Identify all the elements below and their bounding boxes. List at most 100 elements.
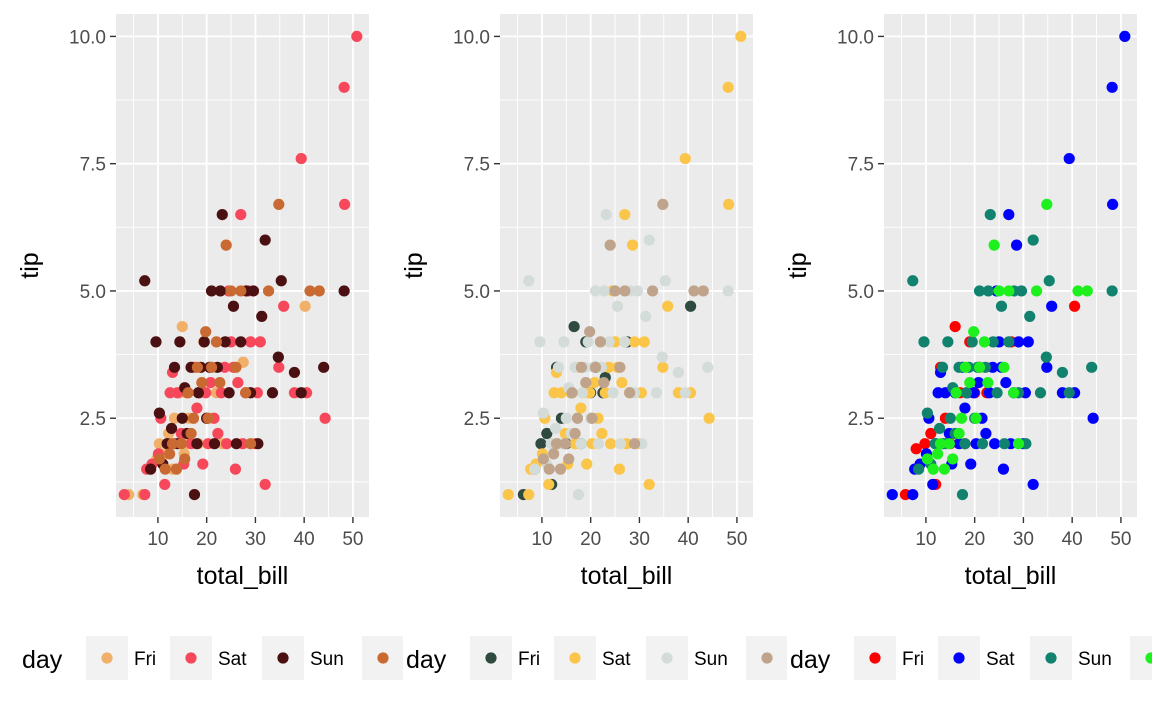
data-point [598, 376, 610, 389]
data-point [953, 427, 965, 440]
legend-swatch [569, 652, 581, 664]
data-point [943, 438, 955, 450]
data-point [989, 438, 1001, 450]
data-point [175, 438, 187, 450]
data-point [910, 443, 922, 455]
data-point [638, 336, 650, 348]
data-point [174, 336, 186, 348]
data-point [188, 488, 201, 501]
y-axis-title: tip [400, 252, 428, 278]
data-point [932, 448, 944, 460]
legend-item-sat: Sat [554, 636, 631, 680]
data-point [933, 422, 946, 435]
data-point [319, 412, 331, 424]
data-point [1081, 285, 1093, 297]
data-point [1107, 198, 1119, 211]
data-point [262, 285, 275, 297]
data-point [956, 488, 969, 501]
data-point [575, 402, 587, 414]
data-point [1046, 300, 1058, 312]
data-point [628, 336, 641, 348]
data-point [191, 361, 204, 373]
data-point [947, 453, 959, 465]
y-axis-title: tip [784, 252, 812, 278]
data-point [230, 438, 243, 450]
legend-label: Fri [134, 649, 156, 670]
legend-item-fri: Fri [854, 636, 924, 680]
data-point [575, 438, 587, 450]
legend-2: day Fri Sat Sun Thur [406, 636, 787, 680]
data-point [537, 407, 549, 419]
data-point [657, 198, 669, 211]
data-point [1063, 387, 1075, 399]
data-point [921, 407, 933, 419]
x-axis-title: total_bill [197, 562, 289, 590]
data-point [208, 438, 221, 450]
y-tick-label: 10.0 [69, 27, 106, 48]
data-point [589, 361, 602, 373]
data-point [1087, 412, 1099, 424]
data-point [584, 326, 596, 338]
data-point [554, 463, 567, 475]
data-point [313, 285, 325, 297]
data-point [235, 336, 247, 348]
data-point [703, 412, 715, 424]
data-point [918, 336, 930, 348]
data-point [1040, 351, 1052, 363]
legend-item-sun: Sun [262, 636, 344, 680]
data-point [223, 387, 235, 399]
data-point [604, 239, 616, 251]
data-point [185, 427, 197, 440]
data-point [586, 412, 598, 424]
data-point [1106, 285, 1118, 297]
data-point [960, 387, 972, 399]
panel-3: 10 20 30 40 50 2.5 5.0 7.5 10.0 total_bill tip [784, 14, 1137, 590]
legend-label: Sat [602, 649, 631, 670]
data-point [1008, 387, 1020, 399]
data-point [656, 351, 668, 363]
data-point [973, 285, 986, 297]
data-point [1024, 310, 1036, 323]
data-point [1034, 387, 1047, 399]
data-point [247, 285, 260, 297]
data-point [607, 387, 619, 399]
data-point [338, 285, 350, 297]
data-point [588, 376, 601, 389]
data-point [1012, 438, 1025, 450]
data-point [543, 463, 555, 475]
data-point [609, 285, 621, 297]
x-tick-label: 20 [196, 529, 217, 550]
data-point [582, 336, 594, 348]
data-point [723, 198, 735, 211]
y-tick-label: 5.0 [80, 282, 106, 303]
legend-swatch [661, 652, 673, 664]
x-tick-label: 10 [147, 529, 168, 550]
data-point [599, 387, 611, 399]
data-point [657, 361, 669, 373]
legend-label: Sat [218, 649, 247, 670]
data-point [993, 285, 1005, 297]
data-point [913, 463, 925, 475]
data-point [995, 300, 1008, 312]
data-point [921, 453, 933, 465]
data-point [537, 453, 549, 465]
data-point [338, 81, 350, 93]
data-point [959, 402, 971, 414]
data-point [592, 438, 605, 450]
x-axis-title: total_bill [965, 562, 1057, 590]
data-point [523, 275, 535, 287]
data-point [619, 285, 631, 297]
data-point [232, 376, 244, 389]
data-point [272, 351, 284, 363]
legend-swatch [869, 652, 881, 664]
data-point [614, 438, 627, 450]
data-point [679, 387, 691, 399]
data-point [907, 488, 919, 501]
data-point [153, 407, 165, 419]
data-point [179, 453, 191, 465]
data-point [299, 300, 311, 312]
data-point [970, 412, 982, 424]
data-point [139, 488, 151, 501]
data-point [603, 336, 615, 348]
data-point [998, 361, 1010, 373]
